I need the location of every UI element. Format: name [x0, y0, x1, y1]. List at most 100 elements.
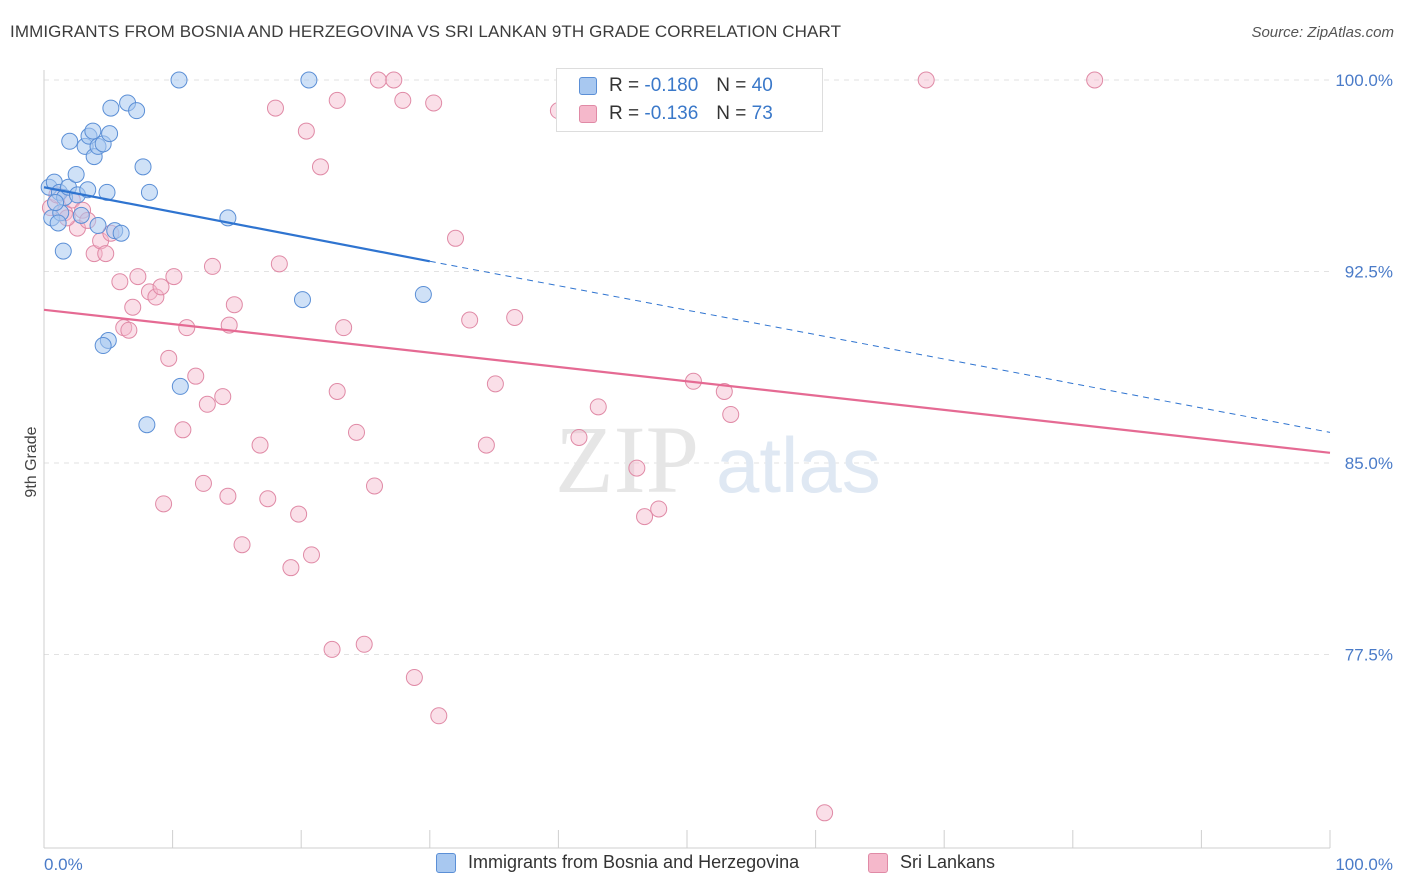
data-point-sri-lankans — [405, 668, 423, 686]
data-point-bosnia — [67, 165, 85, 183]
series-bosnia — [40, 71, 432, 434]
legend-r-value-sri-lankans: -0.136 — [644, 103, 699, 124]
data-point-bosnia — [47, 194, 65, 212]
data-point-sri-lankans — [335, 319, 353, 337]
data-point-sri-lankans — [194, 474, 212, 492]
data-point-sri-lankans — [155, 495, 173, 513]
legend-r-label: R = — [609, 103, 640, 124]
data-point-bosnia — [49, 214, 67, 232]
data-point-sri-lankans — [233, 536, 251, 554]
bottom-legend-swatch-bosnia — [436, 852, 456, 873]
data-point-bosnia — [102, 99, 120, 117]
data-point-bosnia — [171, 377, 189, 395]
data-point-sri-lankans — [722, 405, 740, 423]
data-point-bosnia — [94, 337, 112, 355]
data-point-sri-lankans — [147, 288, 165, 306]
data-point-sri-lankans — [636, 508, 654, 526]
legend-swatch-bosnia — [579, 77, 597, 95]
watermark-atlas: atlas — [716, 421, 881, 509]
data-point-bosnia — [414, 285, 432, 303]
x-tick-label-start: 0.0% — [44, 855, 83, 874]
watermark-zip: ZIP — [555, 406, 699, 513]
data-point-bosnia — [72, 206, 90, 224]
data-point-bosnia — [134, 158, 152, 176]
y-tick-label: 77.5% — [1345, 646, 1393, 665]
legend-n-value-bosnia: 40 — [751, 75, 773, 96]
data-point-sri-lankans — [366, 477, 384, 495]
data-point-sri-lankans — [328, 91, 346, 109]
tick-labels: 100.0% 92.5% 85.0% 77.5% 0.0% 100.0% — [44, 71, 1393, 874]
trend-line-bosnia — [43, 186, 431, 263]
data-point-sri-lankans — [328, 383, 346, 401]
correlation-legend: R = -0.180 N = 40 R = -0.136 N = 73 — [556, 68, 823, 132]
trend-line-sri-lankans — [43, 308, 1331, 454]
bottom-legend-label-bosnia: Immigrants from Bosnia and Herzegovina — [468, 852, 800, 872]
data-point-sri-lankans — [355, 635, 373, 653]
data-point-sri-lankans — [160, 349, 178, 367]
data-point-sri-lankans — [447, 229, 465, 247]
data-point-sri-lankans — [203, 257, 221, 275]
chart-title: IMMIGRANTS FROM BOSNIA AND HERZEGOVINA V… — [10, 22, 842, 41]
data-point-sri-lankans — [506, 308, 524, 326]
bottom-legend-label-sri-lankans: Sri Lankans — [900, 852, 996, 872]
chart-source: Source: ZipAtlas.com — [1251, 24, 1394, 41]
data-point-sri-lankans — [178, 319, 196, 337]
legend-swatch-sri-lankans — [579, 105, 597, 123]
legend-n-label: N = — [716, 75, 747, 96]
data-point-sri-lankans — [570, 428, 588, 446]
data-point-sri-lankans — [1086, 71, 1104, 89]
legend-n-label: N = — [716, 103, 747, 124]
y-tick-label: 92.5% — [1345, 263, 1393, 282]
data-point-sri-lankans — [282, 559, 300, 577]
data-point-sri-lankans — [385, 71, 403, 89]
data-point-sri-lankans — [917, 71, 935, 89]
y-axis-label: 9th Grade — [23, 426, 40, 497]
data-point-sri-lankans — [214, 388, 232, 406]
y-tick-label: 85.0% — [1345, 454, 1393, 473]
data-point-bosnia — [138, 416, 156, 434]
data-point-sri-lankans — [311, 158, 329, 176]
legend-r-label: R = — [609, 75, 640, 96]
data-point-sri-lankans — [589, 398, 607, 416]
data-point-sri-lankans — [270, 255, 288, 273]
data-point-sri-lankans — [129, 268, 147, 286]
data-point-sri-lankans — [152, 278, 170, 296]
data-point-sri-lankans — [425, 94, 443, 112]
data-point-bosnia — [128, 102, 146, 120]
data-point-sri-lankans — [219, 487, 237, 505]
data-point-sri-lankans — [120, 321, 138, 339]
data-point-sri-lankans — [225, 296, 243, 314]
data-point-sri-lankans — [486, 375, 504, 393]
data-point-bosnia — [112, 224, 130, 242]
data-point-sri-lankans — [369, 71, 387, 89]
trend-lines — [43, 186, 1331, 454]
data-point-sri-lankans — [430, 707, 448, 725]
data-point-sri-lankans — [816, 804, 834, 822]
legend-r-value-bosnia: -0.180 — [644, 75, 699, 96]
data-point-sri-lankans — [394, 91, 412, 109]
data-point-sri-lankans — [461, 311, 479, 329]
bottom-legend-sri-lankans: Sri Lankans — [868, 852, 995, 873]
data-point-bosnia — [84, 122, 102, 140]
data-point-sri-lankans — [165, 268, 183, 286]
x-tick-label-end: 100.0% — [1335, 855, 1393, 874]
axes — [43, 70, 1331, 849]
data-point-bosnia — [300, 71, 318, 89]
data-point-sri-lankans — [650, 500, 668, 518]
data-point-bosnia — [54, 242, 72, 260]
series-sri-lankans — [41, 71, 1104, 822]
trend-line-bosnia-extension — [429, 260, 1331, 433]
data-point-bosnia — [140, 183, 158, 201]
data-point-sri-lankans — [477, 436, 495, 454]
data-point-bosnia — [61, 132, 79, 150]
watermark: ZIP atlas — [555, 406, 881, 513]
data-point-sri-lankans — [266, 99, 284, 117]
data-point-sri-lankans — [187, 367, 205, 385]
data-point-sri-lankans — [347, 423, 365, 441]
legend-row-bosnia: R = -0.180 N = 40 — [579, 73, 773, 99]
data-point-sri-lankans — [715, 383, 733, 401]
data-point-bosnia — [101, 125, 119, 143]
data-point-sri-lankans — [174, 421, 192, 439]
data-point-sri-lankans — [97, 245, 115, 263]
